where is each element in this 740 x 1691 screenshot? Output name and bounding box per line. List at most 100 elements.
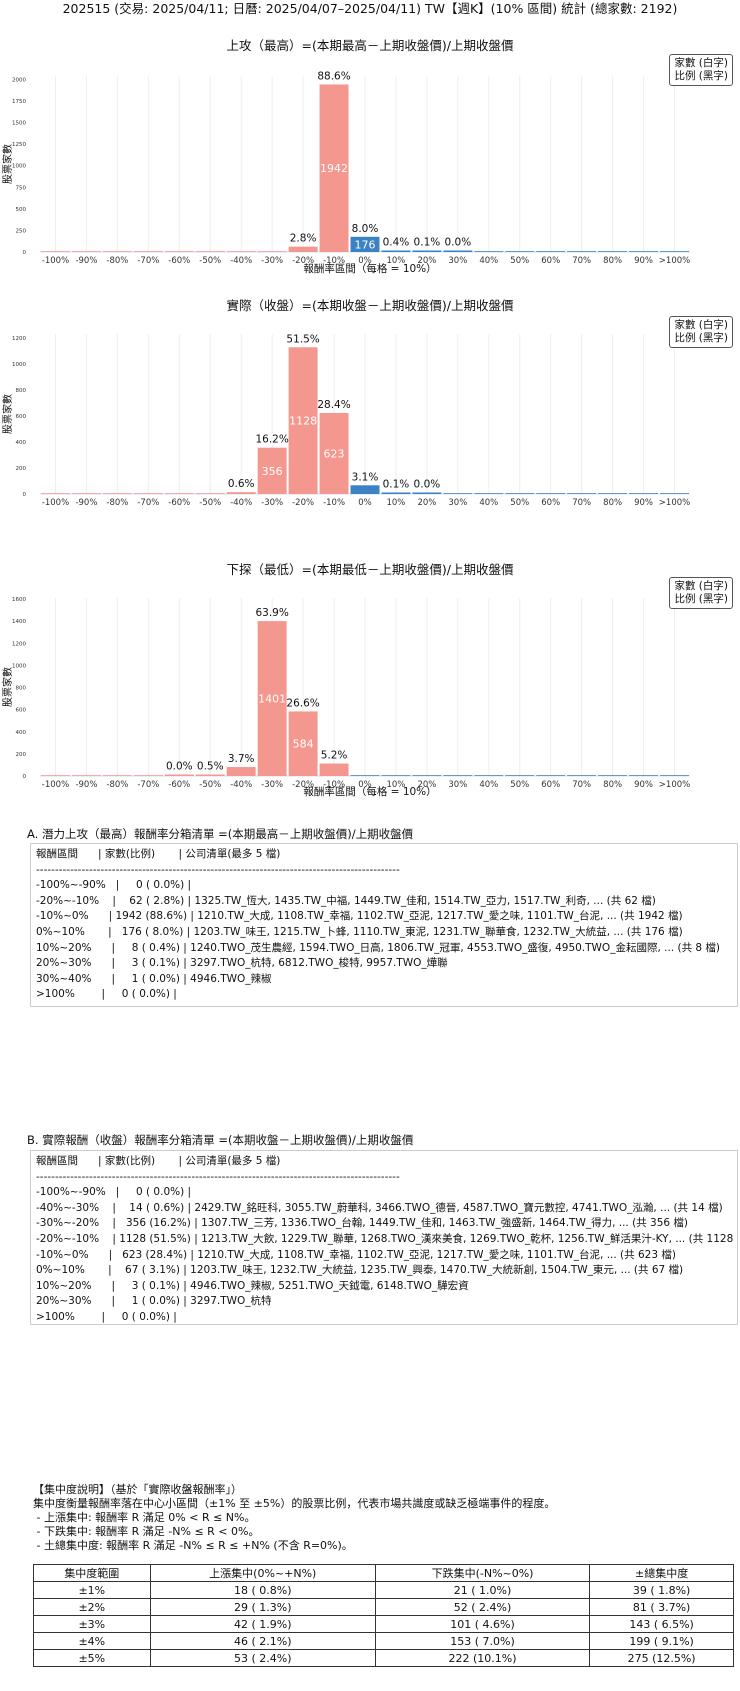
chart-high-svg: 上攻（最高）=(本期最高－上期收盤價)/上期收盤價 0 250 500 750 1000 1…: [1, 38, 690, 275]
bar: [257, 251, 287, 252]
bar: [226, 251, 256, 252]
y-tick-label: 1000: [12, 663, 26, 669]
bar-count-label: 1942: [320, 162, 348, 175]
bar: [41, 493, 70, 494]
section-b-table: 報酬區間 | 家數(比例) | 公司清單(最多 5 檔) ------------…: [30, 1150, 738, 1325]
x-tick-label: -50%: [199, 780, 221, 790]
bar: [133, 251, 163, 252]
bar: [474, 251, 504, 252]
x-tick-label: 0%: [358, 780, 372, 790]
table-row: ±5% 53 ( 2.4%) 222 (10.1%) 275 (12.5%): [33, 1649, 734, 1667]
chart-low-legend: 家數 (白字) 比例 (黑字): [669, 577, 733, 609]
x-tick-label: 50%: [510, 256, 529, 266]
x-tick-label: 90%: [634, 256, 653, 266]
table-cell: 275 (12.5%): [589, 1649, 734, 1667]
legend-ratio-label: 比例 (黑字): [674, 332, 728, 344]
legend-ratio-label: 比例 (黑字): [674, 593, 728, 605]
table-cell: 52 ( 2.4%): [374, 1598, 591, 1616]
bar: [350, 485, 380, 494]
table-cell: 81 ( 3.7%): [589, 1598, 734, 1616]
x-tick-label: 80%: [603, 780, 622, 790]
y-tick-label: 1400: [12, 619, 26, 625]
table-row: ±2% 29 ( 1.3%) 52 ( 2.4%) 81 ( 3.7%): [33, 1598, 734, 1616]
y-tick-label: 0: [23, 250, 27, 256]
x-tick-label: -100%: [42, 780, 69, 790]
x-tick-label: -90%: [75, 498, 97, 508]
concentration-table-header: 集中度範圍 上漲集中(0%~+N%) 下跌集中(-N%~0%) ±總集中度: [33, 1564, 734, 1582]
bar: [319, 84, 349, 253]
chart-close: 實際（收盤）=(本期收盤－上期收盤價)/上期收盤價 0 200 400 600 800 10…: [0, 298, 740, 546]
x-tick-label: 30%: [448, 256, 467, 266]
list-item: -10%~0% | 1942 (88.6%) | 1210.TW_大成, 110…: [36, 910, 683, 923]
bar-percent-label: 0.5%: [197, 761, 224, 773]
x-tick-label: -20%: [292, 256, 314, 266]
list-item: 20%~30% | 1 ( 0.0%) | 3297.TWO_杭特: [36, 1295, 272, 1308]
list-divider: ----------------------------------------…: [36, 863, 400, 876]
bar: [412, 775, 442, 776]
list-item: -20%~-10% | 62 ( 2.8%) | 1325.TW_恆大, 143…: [36, 894, 656, 907]
bar: [288, 347, 318, 494]
section-b-heading: B. 實際報酬（收盤）報酬率分箱清單 =(本期收盤－上期收盤價)/上期收盤價: [27, 1133, 414, 1147]
x-tick-label: 10%: [386, 498, 405, 508]
bar: [319, 412, 349, 494]
y-tick-label: 500: [16, 207, 27, 213]
y-tick-label: 1750: [12, 99, 26, 105]
concentration-table: 集中度範圍 上漲集中(0%~+N%) 下跌集中(-N%~0%) ±總集中度 ±1…: [33, 1564, 734, 1667]
x-tick-label: -40%: [230, 256, 252, 266]
x-tick-label: -30%: [261, 780, 283, 790]
x-tick-label: 60%: [541, 256, 560, 266]
bar: [660, 493, 689, 494]
table-cell: 21 ( 1.0%): [374, 1581, 591, 1599]
bar-percent-label: 0.0%: [414, 479, 441, 491]
bar: [567, 775, 597, 776]
x-tick-label: 40%: [479, 256, 498, 266]
list-item: 10%~20% | 8 ( 0.4%) | 1240.TWO_茂生農經, 159…: [36, 941, 721, 954]
x-tick-label: 30%: [448, 780, 467, 790]
chart-high: 上攻（最高）=(本期最高－上期收盤價)/上期收盤價 0 250 500 750 1000 1…: [0, 38, 740, 288]
bar: [319, 763, 349, 776]
x-tick-label: 70%: [572, 780, 591, 790]
list-header: 報酬區間 | 家數(比例) | 公司清單(最多 5 檔): [36, 1155, 281, 1167]
table-cell: 143 ( 6.5%): [589, 1615, 734, 1633]
bar: [41, 251, 70, 252]
bar-percent-label: 3.7%: [228, 753, 255, 765]
list-item: -30%~-20% | 356 (16.2%) | 1307.TW_三芳, 13…: [36, 1217, 689, 1230]
bar: [133, 775, 163, 776]
page-title: 202515 (交易: 2025/04/11; 日曆: 2025/04/07–2…: [62, 1, 678, 16]
bar: [660, 251, 689, 252]
bar: [102, 493, 132, 494]
x-tick-label: -30%: [261, 256, 283, 266]
bar-percent-label: 0.4%: [383, 237, 410, 249]
x-tick-label: -10%: [323, 498, 345, 508]
legend-count-label: 家數 (白字): [674, 580, 728, 592]
legend-count-label: 家數 (白字): [674, 319, 728, 331]
x-tick-label: -50%: [199, 498, 221, 508]
concentration-notes: 【集中度說明】（基於「實際收盤報酬率」） 集中度衡量報酬率落在中心小區間（±1%…: [33, 1483, 555, 1553]
list-header: 報酬區間 | 家數(比例) | 公司清單(最多 5 檔): [36, 848, 281, 860]
bar: [598, 775, 628, 776]
x-tick-label: >100%: [659, 256, 690, 266]
x-tick-label: -20%: [292, 498, 314, 508]
x-tick-label: 20%: [417, 780, 436, 790]
list-item: 0%~10% | 176 ( 8.0%) | 1203.TW_味王, 1215.…: [36, 925, 683, 938]
bar: [257, 447, 287, 494]
bar: [195, 251, 225, 252]
table-cell: 18 ( 0.8%): [149, 1581, 376, 1599]
bar: [71, 775, 101, 776]
x-tick-label: 60%: [541, 498, 560, 508]
chart-close-svg: 實際（收盤）=(本期收盤－上期收盤價)/上期收盤價 0 200 400 600 800 10…: [1, 298, 690, 508]
list-item: 30%~40% | 1 ( 0.0%) | 4946.TWO_辣椒: [36, 972, 272, 985]
col-total: ±總集中度: [589, 1564, 734, 1582]
list-item: -40%~-30% | 14 ( 0.6%) | 2429.TW_銘旺科, 30…: [36, 1201, 723, 1214]
bar: [412, 250, 442, 252]
x-tick-label: -50%: [199, 256, 221, 266]
x-tick-label: -90%: [75, 780, 97, 790]
x-tick-label: >100%: [659, 780, 690, 790]
list-item: 10%~20% | 3 ( 0.1%) | 4946.TWO_辣椒, 5251.…: [36, 1279, 469, 1292]
bar: [443, 493, 473, 494]
x-tick-label: -60%: [168, 780, 190, 790]
bar: [536, 493, 566, 494]
concentration-bullet-down: - 下跌集中: 報酬率 R 滿足 -N% ≤ R < 0%。: [33, 1525, 260, 1538]
y-tick-label: 1000: [12, 362, 26, 368]
table-cell: 101 ( 4.6%): [374, 1615, 591, 1633]
